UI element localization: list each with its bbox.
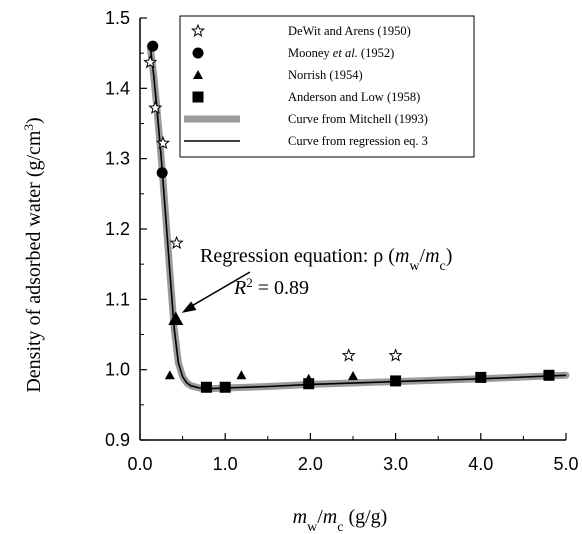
- x-tick-label: 1.0: [213, 454, 238, 474]
- legend-swatch-star-open: [191, 23, 205, 38]
- y-tick-label: 1.4: [105, 78, 130, 98]
- y-tick-label: 1.3: [105, 149, 130, 169]
- mooney-point: [156, 167, 168, 179]
- legend-label: Norrish (1954): [288, 68, 363, 82]
- anderson-point: [303, 378, 315, 390]
- norrish-point: [236, 370, 247, 380]
- x-tick-label: 4.0: [468, 454, 493, 474]
- dewit-point: [156, 135, 170, 150]
- x-ticks: 0.0 1.0 2.0 3.0 4.0 5.0: [127, 433, 579, 474]
- mooney-point: [147, 40, 159, 52]
- legend-swatch-circle: [192, 47, 204, 59]
- y-tick-label: 1.1: [105, 289, 130, 309]
- legend-label: DeWit and Arens (1950): [288, 24, 411, 38]
- x-tick-label: 0.0: [127, 454, 152, 474]
- legend-label: Curve from Mitchell (1993): [288, 112, 428, 126]
- legend-swatch-triangle: [193, 70, 203, 79]
- annotation-arrow: [191, 271, 251, 307]
- regression-equation-label: Regression equation: ρ (mw/mc): [200, 245, 452, 274]
- dewit-point: [388, 348, 403, 362]
- y-ticks: 0.9 1.0 1.1 1.2 1.3 1.4 1.5: [105, 8, 147, 450]
- x-tick-label: 5.0: [553, 454, 578, 474]
- legend-box: [179, 15, 475, 158]
- legend: DeWit and Arens (1950) Mooney et al. (195…: [179, 15, 475, 158]
- norrish-point: [168, 311, 184, 326]
- markers: [143, 40, 555, 393]
- norrish-point: [164, 370, 175, 380]
- y-tick-label: 1.5: [105, 8, 130, 28]
- anderson-point: [219, 381, 231, 393]
- x-axis-title: mw/mc (g/g): [293, 506, 388, 534]
- norrish-point: [348, 370, 358, 380]
- legend-label: Curve from regression eq. 3: [288, 134, 428, 148]
- x-tick-label: 3.0: [383, 454, 408, 474]
- r-squared-label: R2 = 0.89: [233, 275, 309, 300]
- legend-items: DeWit and Arens (1950) Mooney et al. (195…: [184, 23, 428, 148]
- anderson-point: [543, 369, 555, 381]
- legend-label: Mooney et al. (1952): [288, 46, 394, 60]
- dewit-point: [148, 100, 163, 115]
- regression-annotation: Regression equation: ρ (mw/mc) R2 = 0.89: [181, 245, 452, 313]
- y-tick-label: 1.2: [105, 219, 130, 239]
- dewit-point: [143, 54, 158, 69]
- y-axis-title: Density of adsorbed water (g/cm3): [21, 117, 46, 392]
- dewit-point: [169, 235, 184, 250]
- y-tick-label: 0.9: [105, 430, 130, 450]
- legend-swatch-square: [192, 91, 204, 103]
- anderson-point: [475, 371, 487, 383]
- annotation-arrow-head: [181, 301, 197, 313]
- dewit-point: [341, 348, 356, 362]
- anderson-point: [390, 375, 402, 387]
- anderson-point: [200, 381, 212, 393]
- y-tick-label: 1.0: [105, 360, 130, 380]
- x-tick-label: 2.0: [298, 454, 323, 474]
- legend-label: Anderson and Low (1958): [288, 90, 420, 104]
